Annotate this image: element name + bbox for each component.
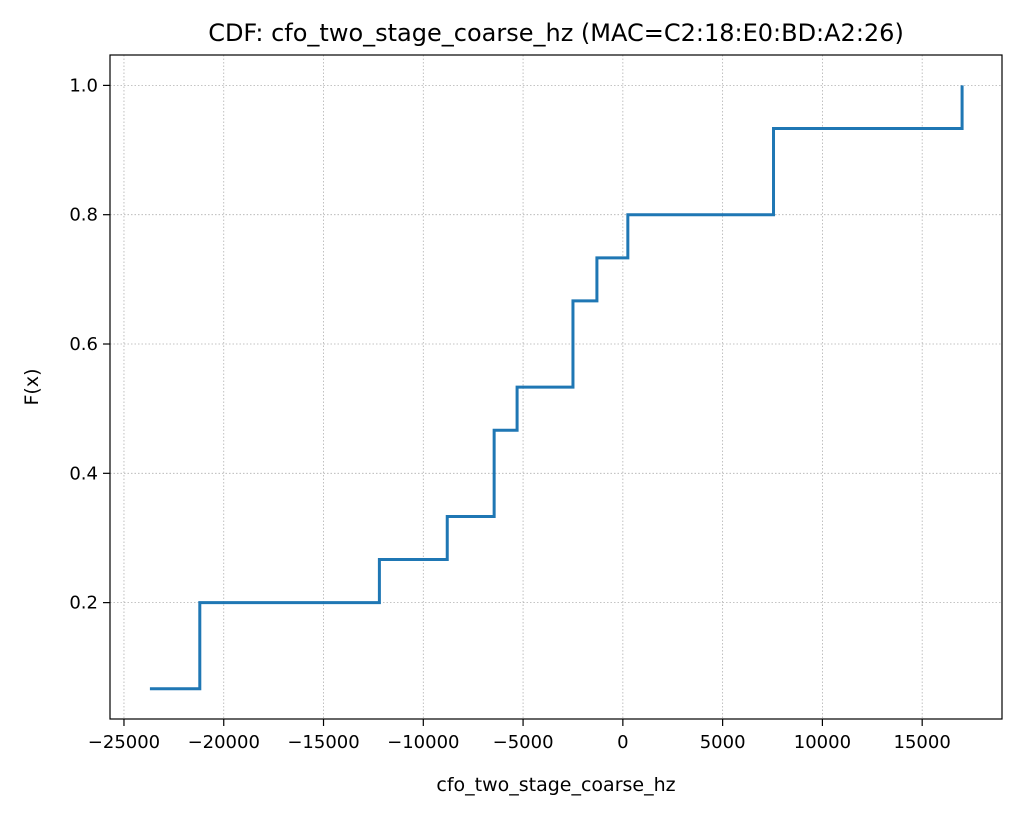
y-tick-label: 0.6: [69, 334, 98, 355]
y-axis: 0.2 0.4 0.6 0.8 1.0: [69, 75, 110, 614]
x-tick-label: 5000: [700, 732, 746, 753]
axes-frame: [109, 54, 1003, 720]
cdf-step-line: [149, 85, 964, 691]
y-tick-label: 0.4: [69, 463, 98, 484]
x-tick-label: 0: [617, 732, 628, 753]
grid: [110, 55, 1002, 719]
y-tick-label: 1.0: [69, 75, 98, 96]
x-axis: −25000 −20000 −15000 −10000 −5000 0 5000 10000 1…: [88, 719, 951, 753]
x-tick-label: 15000: [894, 732, 951, 753]
chart-title: CDF: cfo_two_stage_coarse_hz (MAC=C2:18:…: [208, 19, 904, 47]
x-tick-label: −10000: [387, 732, 459, 753]
y-axis-label: F(x): [21, 369, 43, 406]
plot-area: [149, 85, 964, 691]
y-tick-label: 0.8: [69, 205, 98, 226]
x-tick-label: −5000: [493, 732, 554, 753]
x-tick-label: −15000: [287, 732, 359, 753]
x-tick-label: 10000: [794, 732, 851, 753]
y-tick-label: 0.2: [69, 593, 98, 614]
x-axis-label: cfo_two_stage_coarse_hz: [436, 774, 675, 796]
x-tick-label: −25000: [88, 732, 160, 753]
x-tick-label: −20000: [188, 732, 260, 753]
